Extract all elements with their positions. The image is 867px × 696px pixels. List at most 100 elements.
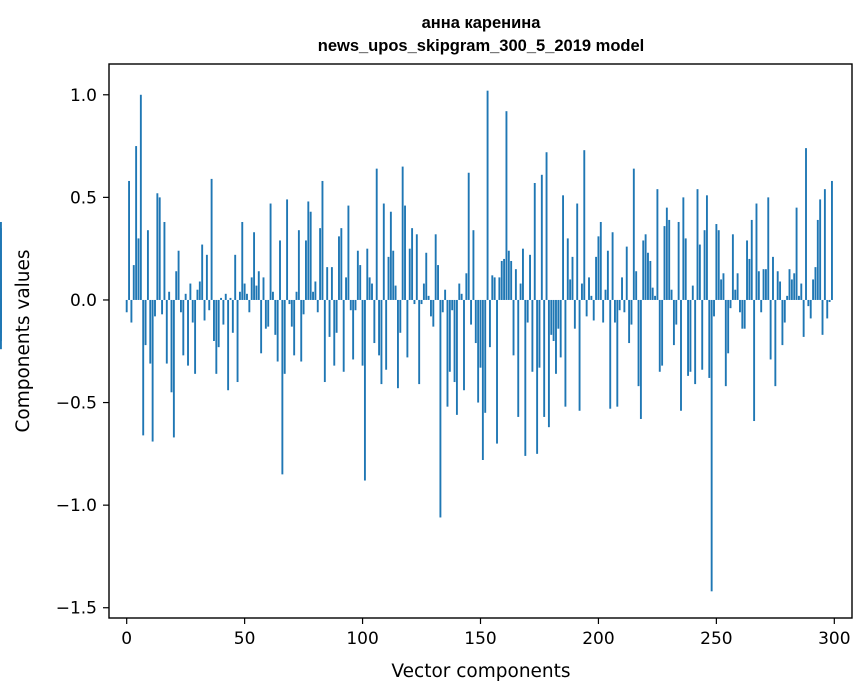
bar	[816, 219, 819, 300]
bar	[797, 295, 800, 300]
bar	[484, 299, 487, 413]
bar	[241, 221, 244, 300]
bar	[170, 299, 173, 393]
bar	[413, 299, 416, 305]
bar	[455, 299, 458, 415]
bar	[557, 299, 560, 329]
bar	[172, 299, 175, 438]
bar	[269, 203, 272, 300]
bar	[724, 299, 727, 387]
bar	[354, 299, 357, 311]
bar	[201, 244, 204, 300]
bar	[312, 291, 314, 300]
bar	[625, 246, 628, 300]
bar	[203, 299, 206, 321]
bar	[774, 299, 777, 387]
bar	[465, 273, 468, 300]
bar	[739, 299, 741, 313]
x-axis-ticks: 0 50 100 150 200 250 300	[121, 618, 851, 649]
bar	[130, 299, 133, 323]
bar	[180, 299, 182, 313]
bar	[198, 281, 201, 300]
bar	[538, 299, 541, 368]
bar	[389, 211, 392, 300]
bar	[609, 299, 612, 409]
bar	[524, 299, 527, 456]
bar	[790, 279, 793, 300]
bar	[460, 293, 463, 300]
bar	[493, 277, 496, 300]
bar	[418, 299, 421, 385]
bar	[550, 299, 553, 335]
bar	[309, 211, 312, 300]
bar	[314, 281, 317, 300]
bar	[635, 271, 638, 300]
bar	[661, 299, 664, 366]
bar	[779, 281, 782, 300]
bar	[580, 283, 583, 300]
bar	[474, 299, 477, 344]
bar	[248, 299, 251, 313]
bar	[571, 256, 574, 300]
bar	[805, 148, 807, 300]
bar	[439, 299, 442, 518]
bar	[220, 297, 222, 300]
bar	[562, 195, 564, 300]
bar	[748, 258, 751, 300]
bar	[479, 299, 482, 368]
bar	[597, 236, 600, 300]
bar	[184, 293, 187, 300]
bar	[621, 277, 623, 300]
bar	[333, 299, 336, 366]
bar	[267, 299, 270, 327]
bar	[651, 287, 654, 300]
bar	[326, 267, 329, 300]
bar	[363, 299, 366, 481]
bar	[191, 299, 194, 323]
bar	[366, 248, 369, 300]
bar	[729, 299, 732, 309]
bar	[451, 299, 454, 311]
bar	[175, 271, 178, 300]
bar	[189, 283, 192, 300]
bar	[458, 283, 461, 300]
bar	[604, 289, 607, 300]
bar	[430, 299, 432, 317]
bar	[361, 299, 364, 366]
bar	[665, 207, 668, 300]
bar	[297, 230, 300, 300]
bar	[512, 299, 515, 356]
bar	[236, 299, 239, 383]
bar	[632, 168, 635, 300]
bar	[356, 250, 359, 300]
bar	[510, 260, 513, 300]
bar	[831, 180, 833, 300]
bar	[288, 299, 291, 305]
bar	[526, 299, 529, 323]
bar	[224, 293, 227, 300]
bar	[680, 299, 682, 411]
bar	[491, 275, 494, 300]
bar	[529, 254, 531, 300]
bar	[675, 299, 678, 325]
bar	[760, 299, 763, 313]
bar	[387, 256, 390, 300]
bar	[227, 299, 230, 391]
bar	[234, 254, 237, 300]
bar	[823, 189, 826, 300]
bar	[213, 299, 215, 341]
bar	[736, 273, 739, 300]
bar	[432, 299, 435, 327]
bar	[319, 228, 322, 300]
bar	[585, 299, 588, 317]
bar	[639, 299, 642, 419]
y-tick-label: −1.0	[56, 496, 97, 516]
bar	[260, 299, 263, 354]
bar	[543, 299, 546, 417]
bar	[427, 295, 430, 300]
x-tick-label: 250	[700, 629, 732, 649]
bar	[253, 232, 256, 300]
bar	[300, 299, 303, 362]
bar	[238, 291, 241, 300]
bar	[422, 283, 425, 300]
